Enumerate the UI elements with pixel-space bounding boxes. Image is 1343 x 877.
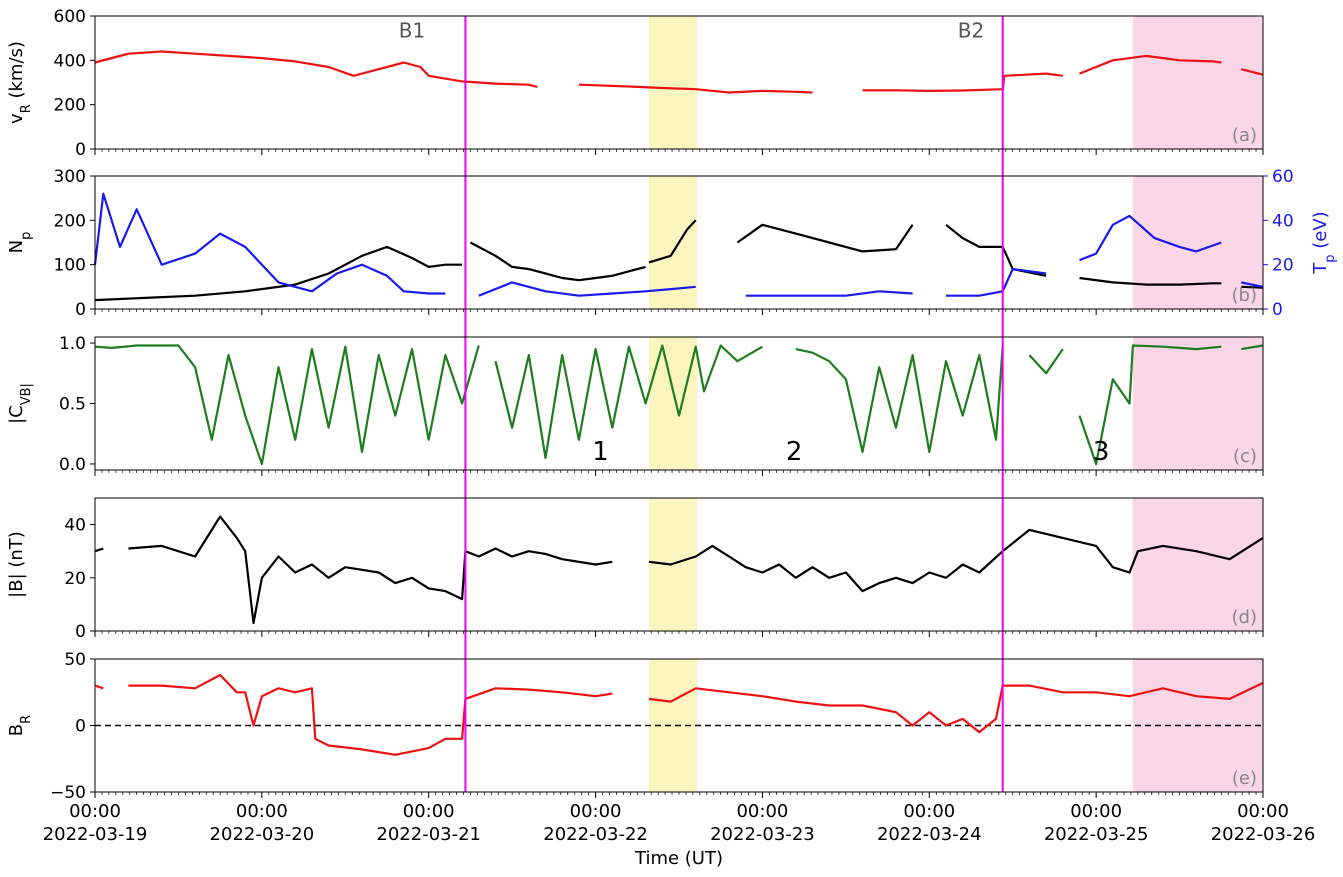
interval-number-label: 3	[1093, 437, 1110, 467]
x-tick-date: 2022-03-26	[1211, 824, 1316, 845]
y-tick-label: 100	[54, 256, 86, 276]
panel-c	[94, 344, 1264, 466]
y-tick-label: 200	[54, 96, 86, 116]
y-tick-label: 0	[75, 140, 86, 160]
x-tick-time: 00:00	[1070, 801, 1122, 822]
y-tick-label: 40	[64, 516, 86, 536]
right-y-tick-label: 20	[1272, 256, 1294, 276]
shaded-interval-yellow-panel-1	[648, 16, 698, 149]
y-tick-label: 0	[75, 300, 86, 320]
x-axis-label: Time (UT)	[634, 848, 723, 869]
x-tick-time: 00:00	[236, 801, 288, 822]
boundary-label-b1: B1	[399, 19, 425, 43]
y-axis-label: vR (km/s)	[6, 41, 34, 124]
y-tick-label: 0.5	[59, 395, 86, 415]
x-tick-date: 2022-03-22	[543, 824, 648, 845]
y-tick-label: 200	[54, 211, 86, 231]
shaded-interval-yellow-panel-3	[648, 337, 698, 470]
panel-e	[94, 673, 1264, 756]
x-tick-date: 2022-03-24	[877, 824, 982, 845]
y-tick-label: 600	[54, 7, 86, 27]
y-axis-label: Np	[6, 232, 34, 254]
y-axis-label: |CVB|	[6, 383, 34, 424]
y-tick-label: 300	[54, 167, 86, 187]
series-c-line	[94, 344, 1264, 466]
right-y-tick-label: 40	[1272, 211, 1294, 231]
shaded-interval-pink-panel-3	[1132, 337, 1263, 470]
y-axis-label: BR	[6, 715, 34, 736]
x-tick-date: 2022-03-23	[710, 824, 815, 845]
panel-d	[94, 515, 1264, 625]
x-tick-time: 00:00	[570, 801, 622, 822]
y-tick-label: 20	[64, 569, 86, 589]
shaded-interval-pink-panel-1	[1132, 16, 1263, 149]
x-tick-time: 00:00	[1237, 801, 1289, 822]
x-tick-time: 00:00	[403, 801, 455, 822]
y-tick-label: −50	[50, 783, 86, 803]
x-tick-time: 00:00	[903, 801, 955, 822]
x-tick-date: 2022-03-20	[210, 824, 315, 845]
series-d-line	[94, 515, 1264, 625]
x-tick-date: 2022-03-25	[1044, 824, 1149, 845]
panel-letter: (e)	[1232, 768, 1257, 789]
panel-letter: (d)	[1232, 607, 1257, 628]
panel-a	[94, 50, 1264, 94]
y-tick-label: 0	[75, 717, 86, 737]
x-tick-date: 2022-03-19	[43, 824, 148, 845]
shaded-interval-pink-panel-4	[1132, 498, 1263, 631]
x-axis: 00:002022-03-1900:002022-03-2000:002022-…	[43, 801, 1316, 869]
y-tick-label: 0.0	[59, 455, 86, 475]
series-Np-line	[94, 219, 1264, 302]
series-a-line	[94, 50, 1264, 94]
interval-number-label: 2	[786, 437, 803, 467]
boundary-label-b2: B2	[958, 19, 984, 43]
panel-letter: (c)	[1233, 446, 1257, 467]
y-tick-label: 1.0	[59, 334, 86, 354]
x-tick-time: 00:00	[69, 801, 121, 822]
panel-frames	[90, 15, 1268, 798]
right-y-axis-label: Tp (eV)	[1310, 211, 1338, 274]
y-tick-label: 400	[54, 51, 86, 71]
panel-letter: (b)	[1232, 285, 1257, 306]
shaded-intervals	[648, 16, 1263, 792]
y-axis-label: |B| (nT)	[6, 531, 27, 598]
interval-number-label: 1	[592, 437, 609, 467]
right-y-tick-label: 0	[1272, 300, 1283, 320]
x-tick-date: 2022-03-21	[376, 824, 481, 845]
panel-letter: (a)	[1232, 125, 1257, 146]
x-tick-time: 00:00	[736, 801, 788, 822]
right-y-tick-label: 60	[1272, 167, 1294, 187]
series-e-line	[94, 673, 1264, 756]
y-tick-label: 0	[75, 622, 86, 642]
y-tick-label: 50	[64, 650, 86, 670]
boundary-lines	[464, 16, 1004, 792]
